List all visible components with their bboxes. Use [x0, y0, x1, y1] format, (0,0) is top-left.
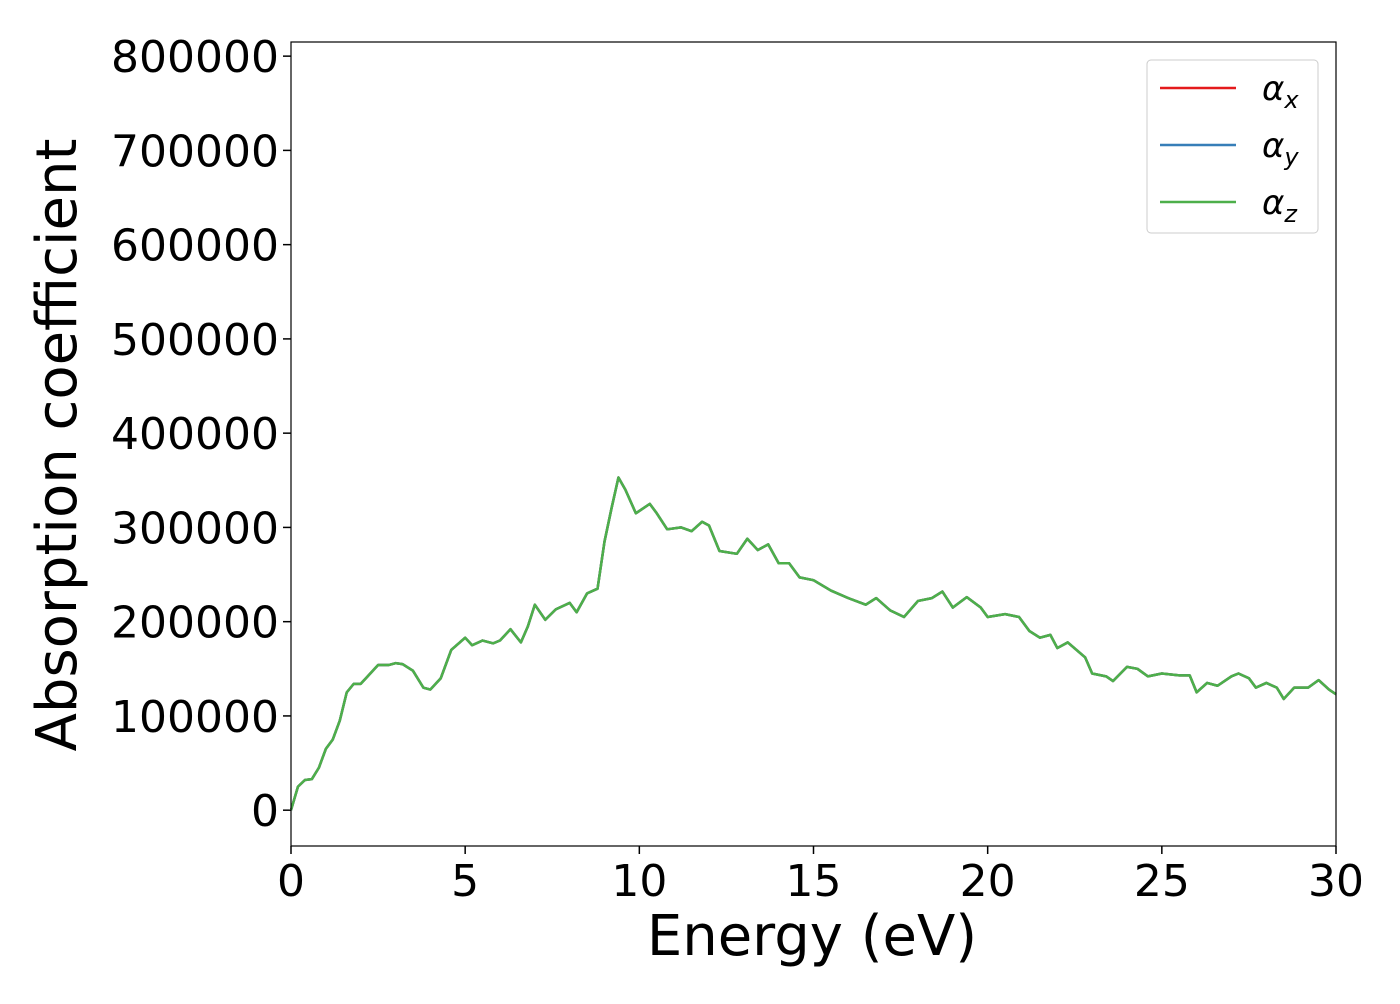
y-tick-label: 200000	[111, 598, 279, 649]
y-tick-label: 100000	[111, 692, 279, 743]
x-tick-label: 0	[277, 856, 305, 907]
y-tick-label: 600000	[111, 221, 279, 272]
legend: αx αy αz	[1146, 59, 1319, 234]
x-tick-label: 10	[611, 856, 667, 907]
plot-frame	[290, 41, 1337, 847]
y-axis-label: Absorption coefficient	[25, 139, 90, 752]
data-line	[289, 476, 1337, 811]
y-tick-label: 400000	[111, 409, 279, 460]
x-tick-label: 15	[786, 856, 842, 907]
x-tick-label: 20	[960, 856, 1016, 907]
y-tick-label: 700000	[111, 126, 279, 177]
y-tick-label: 0	[251, 786, 279, 837]
legend-label: αz	[1262, 183, 1298, 228]
y-tick-label: 800000	[111, 32, 279, 83]
y-tick-label: 500000	[111, 315, 279, 366]
x-tick-label: 25	[1134, 856, 1190, 907]
y-tick-label: 300000	[111, 503, 279, 554]
data-line	[289, 476, 1337, 811]
legend-label: αx	[1262, 69, 1299, 114]
x-tick-label: 5	[451, 856, 479, 907]
legend-box	[1146, 59, 1319, 234]
x-axis-label: Energy (eV)	[647, 904, 977, 969]
data-line	[289, 476, 1337, 811]
x-tick-label: 30	[1308, 856, 1364, 907]
legend-label: αy	[1262, 126, 1299, 171]
